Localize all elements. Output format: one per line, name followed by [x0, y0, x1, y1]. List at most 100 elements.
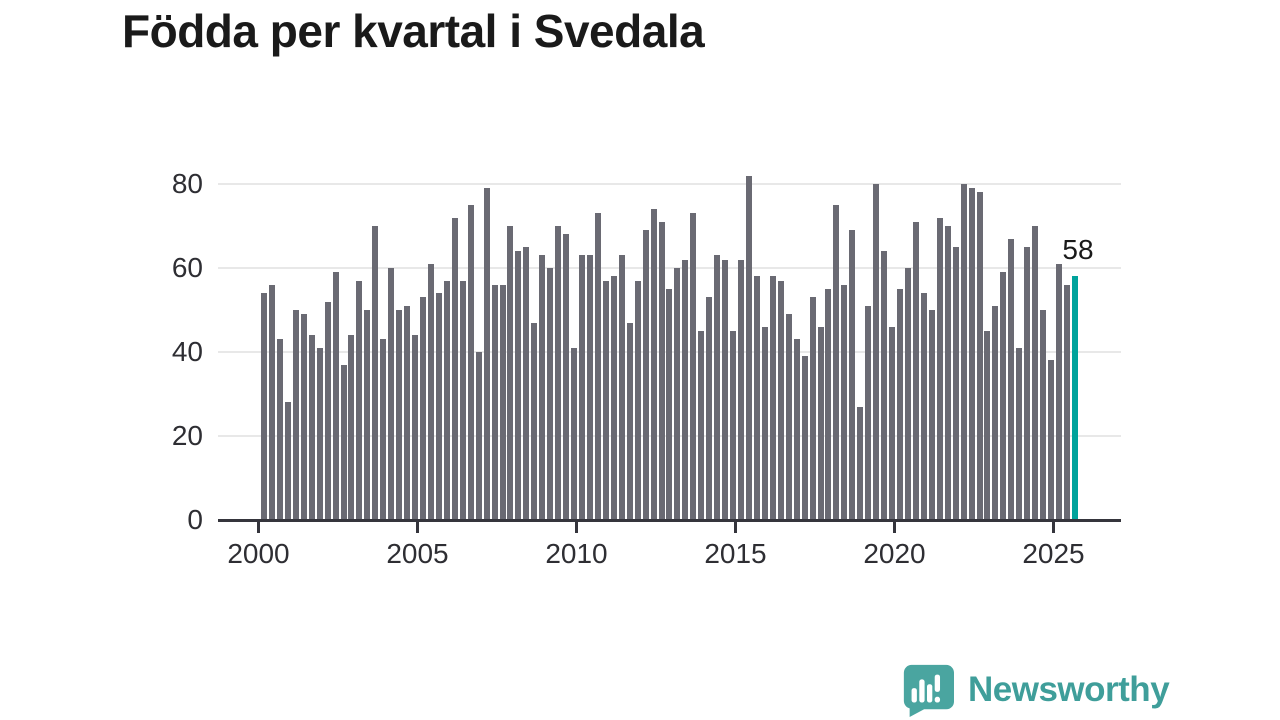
x-tick-label: 2020: [863, 538, 926, 569]
bar: [897, 289, 903, 520]
bar: [594, 213, 601, 520]
bar: [634, 280, 641, 520]
bar: [666, 289, 673, 520]
bar: [586, 255, 593, 520]
bar: [300, 314, 307, 520]
brand-name: Newsworthy: [968, 670, 1170, 709]
bar: [904, 268, 911, 520]
bar: [944, 226, 951, 520]
bar: [992, 305, 999, 520]
bar: [547, 268, 554, 520]
bar: [785, 314, 792, 520]
bar: [308, 335, 315, 520]
bar: [889, 326, 896, 520]
bar: [777, 280, 784, 520]
bar: [324, 301, 331, 520]
y-tick-label: 40: [171, 336, 203, 367]
bar: [857, 406, 864, 520]
x-tick-mark: [416, 522, 419, 533]
bar: [650, 209, 657, 520]
gridline: [218, 267, 1121, 269]
bar: [276, 339, 283, 520]
bar: [427, 263, 434, 520]
bar: [563, 234, 570, 520]
bar: [571, 347, 578, 520]
bar: [1008, 238, 1015, 520]
y-tick-label: 20: [171, 420, 203, 451]
gridline: [218, 183, 1121, 185]
bar: [1024, 247, 1031, 520]
bar: [316, 347, 323, 520]
brand-logo: Newsworthy: [898, 663, 1170, 717]
bar: [912, 221, 919, 520]
bar: [626, 322, 633, 520]
bar: [881, 251, 888, 520]
bar: [491, 284, 498, 520]
bar: [523, 247, 530, 520]
bar: [769, 276, 776, 520]
bar: [515, 251, 522, 520]
bar: [920, 293, 927, 520]
newsworthy-logo-icon: [903, 664, 954, 717]
bar: [873, 184, 880, 520]
bar: [849, 230, 856, 520]
bar: [579, 255, 585, 520]
bar: [1040, 310, 1047, 520]
x-tick-label: 2005: [386, 538, 449, 569]
bar: [618, 255, 625, 520]
x-tick-mark: [893, 522, 896, 533]
chart-title: Födda per kvartal i Svedala: [122, 5, 705, 57]
bar: [706, 297, 713, 520]
bar: [1016, 347, 1023, 520]
bar: [658, 221, 665, 520]
bar: [396, 310, 403, 520]
bar: [642, 230, 649, 520]
bar: [984, 331, 991, 520]
bar: [435, 293, 442, 520]
bar: [1056, 263, 1062, 520]
bar-highlight: [1071, 276, 1078, 520]
bar: [753, 276, 760, 520]
bar: [412, 335, 419, 520]
bar: [555, 226, 562, 520]
bar: [475, 352, 482, 520]
bar: [507, 226, 514, 520]
bar: [809, 297, 816, 520]
bar: [690, 213, 697, 520]
bar: [960, 184, 967, 520]
bar: [531, 322, 538, 520]
bar: [404, 305, 411, 520]
bar: [833, 205, 840, 520]
bar: [372, 226, 379, 520]
bar: [1032, 226, 1039, 520]
bar: [722, 259, 729, 520]
x-tick-label: 2025: [1022, 538, 1085, 569]
x-tick-label: 2015: [704, 538, 767, 569]
bar: [1000, 272, 1007, 520]
bar: [801, 356, 808, 520]
y-tick-label: 60: [171, 252, 203, 283]
bar: [483, 188, 490, 520]
bar: [1048, 360, 1055, 520]
bar: [539, 255, 546, 520]
bar: [714, 255, 721, 520]
bar: [936, 217, 943, 520]
bar: [968, 188, 975, 520]
bar: [1063, 284, 1070, 520]
bar: [292, 310, 299, 520]
bar: [952, 247, 959, 520]
bar: [793, 339, 800, 520]
bar: [268, 284, 275, 520]
x-tick-mark: [734, 522, 737, 533]
bar: [284, 402, 291, 520]
bar: [602, 280, 609, 520]
bar: [682, 259, 689, 520]
x-tick-mark: [575, 522, 578, 533]
bar: [499, 284, 506, 520]
bar: [928, 310, 935, 520]
bar: [761, 326, 768, 520]
bar: [674, 268, 681, 520]
bar: [817, 326, 824, 520]
